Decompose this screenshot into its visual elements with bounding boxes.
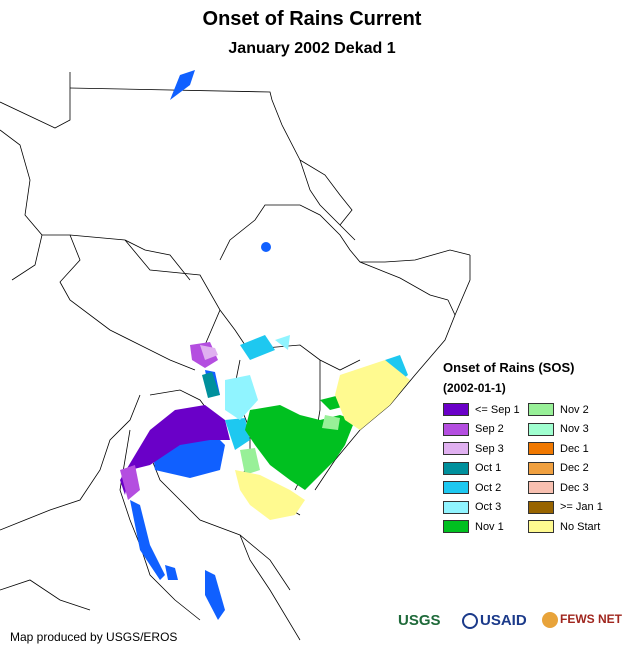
usaid-logo: USAID [462,612,527,630]
legend-swatch [528,520,554,533]
legend-swatch [528,481,554,494]
onset-region-oct3 [225,335,290,420]
legend-item: Oct 3 [443,500,502,514]
onset-region-no-start [235,360,410,520]
legend-item: Dec 2 [528,461,589,475]
map-title: Onset of Rains Current [202,8,422,30]
legend-item: Oct 1 [443,461,502,475]
legend-item: Oct 2 [443,481,501,494]
legend-label: No Start [560,520,601,533]
map-credit: Map produced by USGS/EROS [10,630,178,644]
usgs-logo: USGS [398,612,441,629]
legend-swatch [528,442,554,455]
legend-swatch [443,442,469,455]
legend-swatch [528,403,554,416]
fews-logo-text: FEWS NET [560,612,622,627]
legend-label: Oct 1 [475,462,502,474]
nile-river-segment [170,70,195,100]
legend-item: Dec 3 [528,481,589,494]
legend-label: <= Sep 1 [475,403,520,416]
fews-seal-icon [542,612,558,628]
legend-item: Sep 2 [443,422,504,436]
fews-net-logo: FEWS NET [542,612,622,628]
lake-tana [261,242,271,252]
onset-region-oct1 [202,372,220,398]
legend-item: Sep 3 [443,442,504,455]
legend-label: Nov 3 [560,423,589,435]
legend-title: Onset of Rains (SOS) [443,360,575,375]
legend-swatch [443,422,469,436]
legend-swatch [528,500,554,514]
legend-date: (2002-01-1) [443,381,506,395]
legend-item: Dec 1 [528,442,589,455]
onset-region-sep3 [200,345,218,360]
legend-swatch [443,481,469,494]
legend-swatch [443,520,469,533]
legend-item: Nov 1 [443,520,504,533]
lake-rukwa [165,565,178,580]
legend-item: >= Jan 1 [528,500,603,514]
legend-swatch [528,461,554,475]
legend-item: No Start [528,520,600,533]
legend-label: Nov 1 [475,520,504,533]
legend-label: Oct 3 [475,501,502,513]
legend-swatch [443,500,469,514]
legend-item: Nov 2 [528,403,589,416]
usaid-logo-text: USAID [480,612,527,629]
usaid-seal-icon [462,613,478,630]
legend-label: Dec 1 [560,442,589,455]
country-borders [0,72,471,641]
legend-label: Sep 2 [475,423,504,435]
legend-swatch [443,461,469,475]
lake-tanganyika [130,500,165,580]
legend-label: Dec 2 [560,462,589,474]
legend-swatch [443,403,469,416]
legend-label: Nov 2 [560,403,589,416]
map-subtitle: January 2002 Dekad 1 [228,40,396,57]
legend-item: <= Sep 1 [443,403,520,416]
legend-label: Sep 3 [475,442,504,455]
onset-region-nov2 [240,415,340,475]
legend-item: Nov 3 [528,422,589,436]
legend-label: >= Jan 1 [560,501,603,513]
legend-swatch [528,422,554,436]
legend-label: Oct 2 [475,481,502,494]
lake-malawi [205,570,225,620]
onset-region-sep1 [120,405,230,495]
legend-label: Dec 3 [560,481,589,494]
